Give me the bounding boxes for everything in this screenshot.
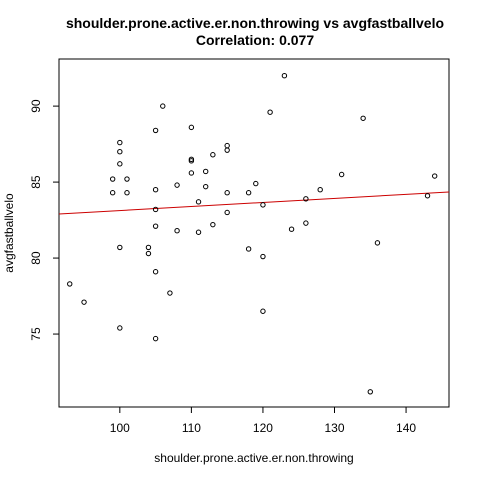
data-point bbox=[124, 190, 130, 196]
data-point bbox=[424, 193, 431, 199]
data-point bbox=[317, 186, 323, 193]
data-point bbox=[195, 199, 202, 205]
data-point bbox=[195, 229, 202, 235]
x-tick-label: 140 bbox=[396, 421, 416, 435]
data-point bbox=[174, 182, 180, 188]
y-axis-label: avgfastballvelo bbox=[2, 193, 16, 273]
fit-line bbox=[58, 191, 450, 215]
y-tick-label: 90 bbox=[29, 99, 43, 113]
data-point bbox=[152, 335, 159, 342]
data-point bbox=[188, 170, 195, 176]
fit-line-layer bbox=[58, 191, 450, 215]
x-tick-label: 120 bbox=[253, 421, 273, 435]
x-tick-label: 110 bbox=[182, 421, 201, 435]
data-point bbox=[260, 308, 266, 314]
data-point bbox=[152, 223, 159, 229]
chart-title: shoulder.prone.active.er.non.throwing vs… bbox=[66, 15, 444, 31]
data-point bbox=[253, 180, 259, 187]
data-point bbox=[245, 190, 252, 196]
data-point bbox=[360, 115, 366, 121]
y-tick-label: 75 bbox=[29, 327, 43, 341]
x-tick-label: 100 bbox=[110, 421, 130, 435]
data-point bbox=[224, 190, 230, 196]
data-point bbox=[303, 196, 309, 202]
chart-subtitle: Correlation: 0.077 bbox=[196, 32, 314, 48]
data-point bbox=[117, 325, 123, 331]
data-point bbox=[338, 171, 345, 178]
data-point bbox=[117, 139, 123, 146]
data-point bbox=[267, 109, 273, 115]
y-axis: 75 80 85 90 bbox=[29, 99, 59, 341]
data-point bbox=[152, 186, 159, 193]
data-point bbox=[281, 73, 288, 79]
data-point bbox=[145, 250, 152, 257]
data-point bbox=[224, 209, 230, 216]
data-point bbox=[224, 142, 230, 149]
data-point bbox=[109, 190, 116, 196]
data-point bbox=[367, 389, 373, 395]
data-point bbox=[188, 124, 195, 131]
data-point bbox=[210, 152, 216, 158]
x-axis: 100 110 120 130 140 bbox=[110, 407, 416, 435]
data-point bbox=[81, 299, 87, 305]
data-point bbox=[210, 221, 216, 228]
y-tick-label: 85 bbox=[29, 175, 43, 189]
data-point bbox=[202, 168, 209, 175]
data-point bbox=[152, 206, 159, 213]
data-point bbox=[109, 176, 116, 182]
data-point bbox=[167, 290, 173, 296]
data-point bbox=[288, 226, 295, 232]
data-point bbox=[117, 148, 123, 155]
points-layer bbox=[67, 73, 438, 395]
data-point bbox=[245, 246, 252, 252]
data-point bbox=[431, 173, 438, 179]
plot-frame bbox=[58, 58, 450, 408]
data-point bbox=[188, 156, 195, 162]
data-point bbox=[160, 103, 166, 109]
x-axis-label: shoulder.prone.active.er.non.throwing bbox=[154, 451, 353, 465]
data-point bbox=[374, 240, 381, 246]
x-tick-label: 130 bbox=[324, 421, 344, 435]
data-point bbox=[260, 253, 266, 260]
data-point bbox=[124, 176, 130, 182]
data-point bbox=[260, 202, 266, 208]
data-point bbox=[145, 244, 152, 251]
data-point bbox=[117, 161, 123, 167]
data-point bbox=[152, 269, 159, 275]
data-point bbox=[67, 281, 73, 287]
data-point bbox=[174, 228, 180, 234]
y-tick-label: 80 bbox=[29, 251, 43, 265]
data-point bbox=[224, 147, 230, 153]
data-point bbox=[117, 244, 123, 251]
data-point bbox=[202, 183, 209, 190]
data-point bbox=[152, 127, 159, 134]
data-point bbox=[303, 220, 309, 226]
